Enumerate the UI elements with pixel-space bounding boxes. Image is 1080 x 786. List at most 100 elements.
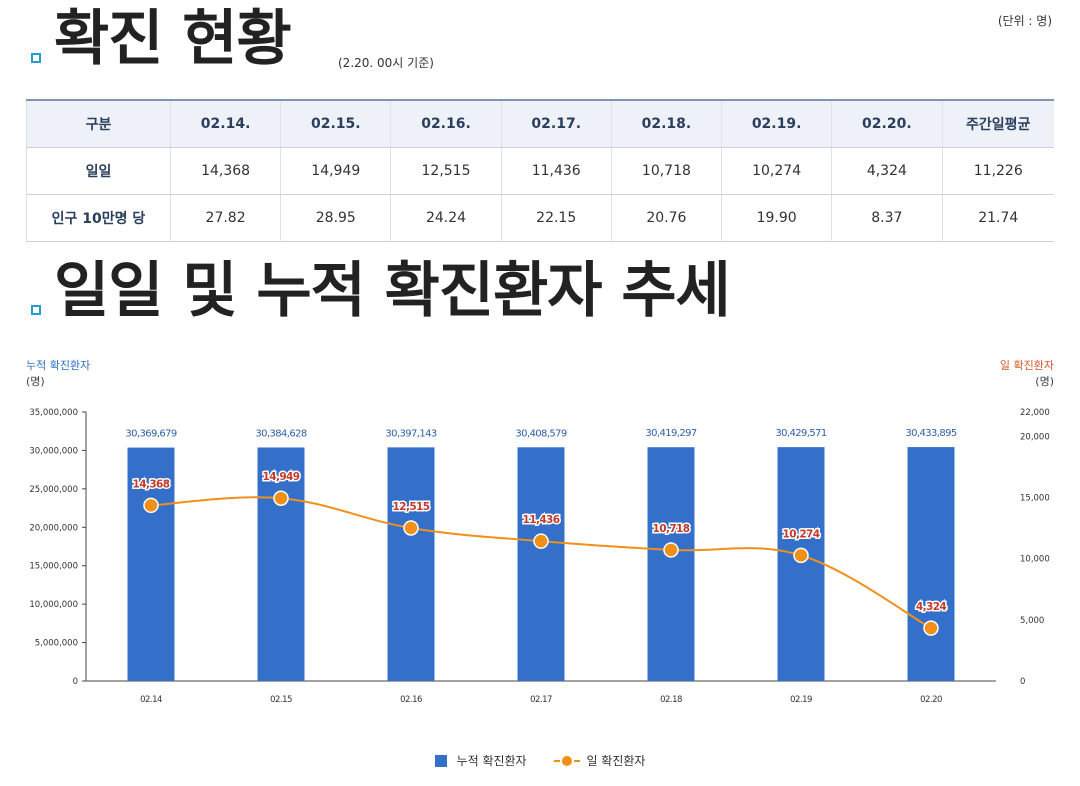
- table-cell: 10,718: [611, 147, 723, 195]
- bar-cumulative: [777, 447, 825, 681]
- basis-time: (2.20. 00시 기준): [338, 56, 434, 70]
- bar-data-label: 30,433,895: [905, 428, 956, 439]
- table-row: 인구 10만명 당 27.82 28.95 24.24 22.15 20.76 19.90 8…: [26, 194, 1054, 242]
- bar-cumulative: [517, 447, 565, 681]
- table-header-cell: 주간일평균: [942, 100, 1054, 148]
- line-point-daily: [143, 497, 159, 514]
- left-axis-title-text: 누적 확진환자: [26, 359, 91, 372]
- legend-item-daily: 일 확진환자: [554, 752, 645, 769]
- table-cell: 21.74: [942, 194, 1054, 242]
- left-axis-title: 누적 확진환자 (명): [26, 358, 90, 390]
- legend-line-swatch: [554, 755, 581, 767]
- line-data-label: 12,515: [393, 501, 430, 513]
- left-axis-tick-label: 30,000,000: [29, 446, 78, 456]
- table-cell: 12,515: [390, 147, 502, 195]
- bar-cumulative: [127, 447, 175, 681]
- bar-data-label: 30,384,628: [255, 428, 306, 439]
- page-title: 확진 현황: [54, 4, 292, 74]
- table-header-cell: 02.19.: [721, 100, 833, 148]
- x-axis-tick-label: 02.17: [530, 695, 552, 705]
- table-header-cell: 02.16.: [390, 100, 502, 148]
- x-axis-tick-label: 02.19: [790, 695, 812, 705]
- table-header-cell: 02.15.: [280, 100, 392, 148]
- line-point-daily: [793, 547, 809, 564]
- x-axis-tick-label: 02.15: [270, 695, 292, 705]
- line-data-label: 14,368: [133, 478, 170, 490]
- bar-data-label: 30,369,679: [125, 429, 176, 440]
- right-axis-tick-label: 20,000: [1020, 432, 1050, 442]
- table-cell: 8.37: [831, 194, 943, 242]
- unit-label: (단위 : 명): [997, 14, 1052, 28]
- table-cell: 14,949: [280, 147, 392, 195]
- x-axis-tick-label: 02.14: [140, 695, 162, 705]
- right-axis-tick-label: 10,000: [1020, 555, 1050, 565]
- table-cell: 28.95: [280, 194, 392, 242]
- line-data-label: 14,949: [263, 471, 300, 483]
- chart-legend: 누적 확진환자 일 확진환자: [0, 752, 1080, 770]
- line-data-label: 10,718: [653, 523, 690, 535]
- table-header-cell: 02.18.: [611, 100, 723, 148]
- line-point-daily: [403, 520, 419, 536]
- stats-table: 구분 02.14. 02.15. 02.16. 02.17. 02.18. 02.19. 02…: [26, 99, 1054, 242]
- table-row: 일일 14,368 14,949 12,515 11,436 10,718 10,274 4,…: [26, 147, 1054, 195]
- left-axis-tick-label: 35,000,000: [29, 408, 78, 418]
- table-header-cell: 02.20.: [831, 100, 943, 148]
- x-axis-tick-label: 02.16: [400, 695, 422, 705]
- bar-cumulative: [907, 447, 955, 681]
- table-cell: 4,324: [831, 147, 943, 195]
- left-axis-tick-label: 20,000,000: [29, 523, 78, 533]
- table-cell: 19.90: [721, 194, 833, 242]
- right-axis-tick-label: 0: [1020, 677, 1025, 687]
- table-header-cell: 구분: [26, 100, 171, 148]
- section-marker-icon: [31, 305, 41, 315]
- legend-label-daily: 일 확진환자: [586, 754, 646, 768]
- line-point-daily: [533, 533, 549, 549]
- bar-data-label: 30,397,143: [385, 428, 436, 439]
- table-cell: 22.15: [501, 194, 612, 242]
- bar-cumulative: [647, 447, 695, 681]
- table-cell: 24.24: [390, 194, 502, 242]
- bar-cumulative: [257, 447, 305, 681]
- table-row-header: 인구 10만명 당: [26, 194, 171, 242]
- right-axis-title: 일 확진환자 (명): [1000, 358, 1054, 390]
- table-header-row: 구분 02.14. 02.15. 02.16. 02.17. 02.18. 02.19. 02…: [26, 100, 1054, 148]
- line-point-daily: [923, 620, 939, 636]
- left-axis-tick-label: 0: [73, 677, 78, 687]
- section-marker-icon: [31, 53, 41, 63]
- table-row-header: 일일: [26, 147, 171, 195]
- bar-cumulative: [387, 447, 435, 681]
- bar-data-label: 30,429,571: [775, 428, 826, 439]
- right-axis-tick-label: 22,000: [1020, 408, 1050, 418]
- legend-bar-swatch: [434, 754, 447, 767]
- table-cell: 10,274: [721, 147, 833, 195]
- bar-data-label: 30,408,579: [515, 428, 566, 439]
- legend-item-cumulative: 누적 확진환자: [434, 752, 527, 769]
- x-axis-tick-label: 02.18: [660, 695, 682, 705]
- legend-label-cumulative: 누적 확진환자: [456, 754, 527, 768]
- table-header-cell: 02.14.: [170, 100, 282, 148]
- right-axis-tick-label: 15,000: [1020, 494, 1050, 504]
- section-title: 일일 및 누적 확진환자 추세: [54, 256, 731, 326]
- table-cell: 14,368: [170, 147, 282, 195]
- left-axis-tick-label: 10,000,000: [29, 600, 78, 610]
- left-axis-unit: (명): [26, 375, 45, 388]
- x-axis-tick-label: 02.20: [920, 695, 942, 705]
- table-cell: 11,436: [501, 147, 612, 195]
- table-cell: 11,226: [942, 147, 1054, 195]
- right-axis-tick-label: 5,000: [1020, 616, 1044, 626]
- left-axis-tick-label: 15,000,000: [29, 562, 78, 572]
- table-header-cell: 02.17.: [501, 100, 612, 148]
- right-axis-unit: (명): [1035, 375, 1054, 388]
- line-point-daily: [273, 490, 289, 506]
- line-data-label: 4,324: [916, 601, 947, 613]
- right-axis-title-text: 일 확진환자: [999, 359, 1054, 372]
- bar-data-label: 30,419,297: [645, 428, 696, 439]
- line-point-daily: [663, 542, 679, 558]
- left-axis-tick-label: 25,000,000: [29, 485, 78, 495]
- table-cell: 27.82: [170, 194, 282, 242]
- line-data-label: 10,274: [783, 528, 820, 540]
- table-cell: 20.76: [611, 194, 723, 242]
- left-axis-tick-label: 5,000,000: [35, 639, 78, 649]
- line-data-label: 11,436: [523, 514, 560, 526]
